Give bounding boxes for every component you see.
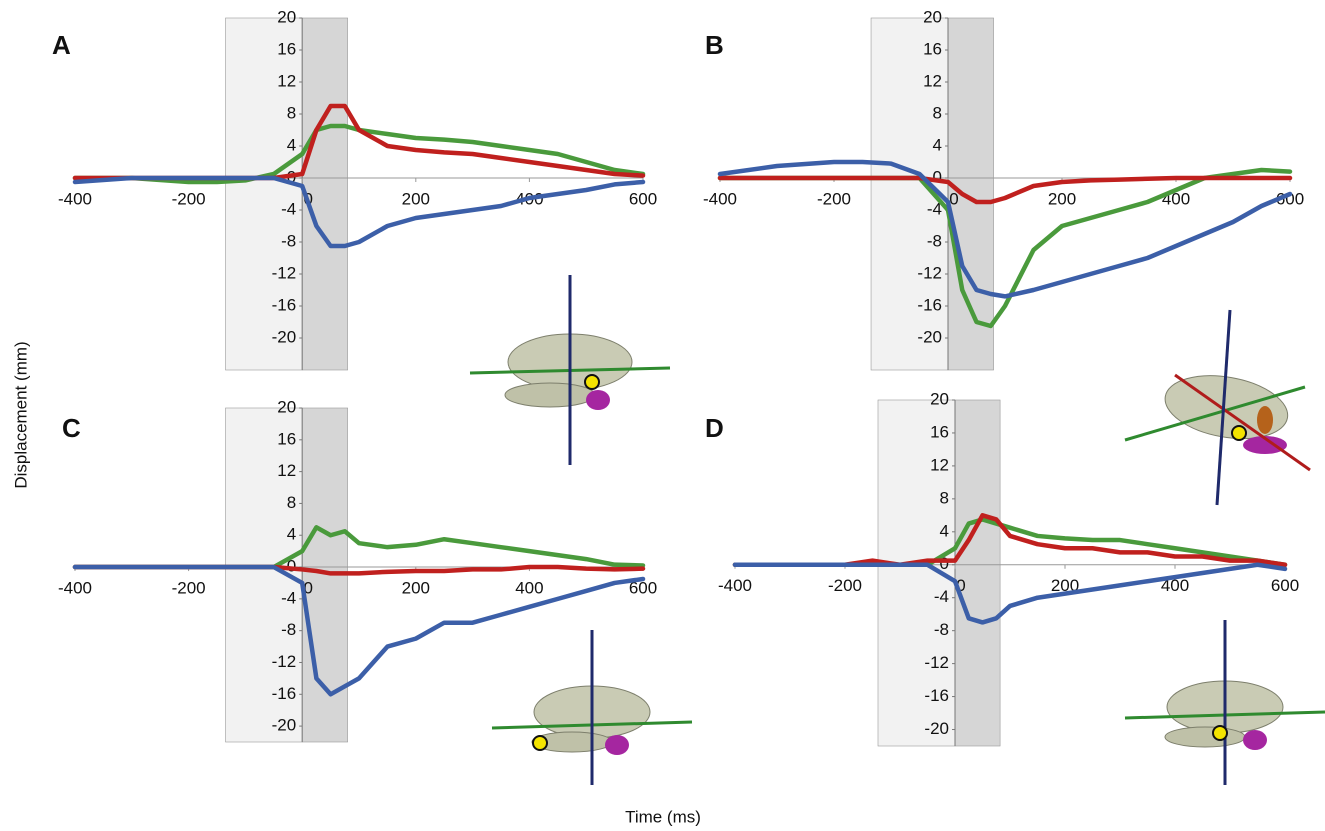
y-tick-label: 4 [933,135,942,154]
y-tick-label: 20 [277,397,296,416]
y-tick-label: 8 [940,488,949,507]
x-tick-label: -200 [817,189,851,208]
y-tick-label: -20 [917,327,942,346]
x-tick-label: -400 [718,576,752,595]
y-tick-label: 0 [933,167,942,186]
x-tick-label: -200 [172,579,206,598]
x-tick-label: 600 [629,189,657,208]
y-tick-label: -8 [927,231,942,250]
panel-letter: A [52,30,71,60]
y-tick-label: 16 [923,39,942,58]
y-tick-label: -16 [272,684,297,703]
y-tick-label: -8 [281,231,296,250]
y-tick-label: -20 [272,327,297,346]
y-tick-label: 4 [287,135,296,154]
panel-letter: C [62,413,81,443]
x-tick-label: 200 [402,579,430,598]
y-tick-label: -16 [924,686,949,705]
x-tick-label: 600 [1276,189,1304,208]
data-line [72,525,646,570]
y-tick-label: 8 [287,103,296,122]
data-line [717,167,1293,329]
y-tick-label: 4 [287,525,296,544]
data-line [717,159,1293,299]
y-tick-label: -16 [272,295,297,314]
data-line [732,562,1288,625]
y-tick-label: 8 [287,493,296,512]
y-tick-label: -12 [272,652,297,671]
y-tick-label: 20 [277,7,296,26]
x-tick-label: -200 [172,189,206,208]
y-tick-label: 12 [277,71,296,90]
y-tick-label: -4 [281,588,296,607]
x-tick-label: 400 [1161,576,1189,595]
shaded-region [301,17,348,371]
y-tick-label: -20 [272,716,297,735]
y-tick-label: -4 [281,199,296,218]
y-tick-label: 8 [933,103,942,122]
data-line [72,564,646,697]
x-tick-label: -400 [58,579,92,598]
x-tick-label: 200 [1048,189,1076,208]
y-tick-label: 12 [923,71,942,90]
data-line [717,175,1293,205]
y-tick-label: 16 [930,422,949,441]
skull-illustration [491,630,693,785]
x-tick-label: 0 [949,189,958,208]
panel-letter: B [705,30,724,60]
y-tick-label: 12 [277,461,296,480]
x-tick-label: 600 [1271,576,1299,595]
y-tick-label: -20 [924,719,949,738]
x-tick-label: 0 [303,579,312,598]
x-tick-label: 600 [629,579,657,598]
y-tick-label: 12 [930,455,949,474]
shaded-region [954,399,1001,747]
x-axis-label: Time (ms) [625,807,701,826]
x-tick-label: -200 [828,576,862,595]
x-tick-label: -400 [703,189,737,208]
y-tick-label: 4 [940,521,949,540]
skull-illustration [1124,620,1325,785]
x-tick-label: 200 [402,189,430,208]
x-tick-label: 400 [515,579,543,598]
y-tick-label: -12 [917,263,942,282]
y-tick-label: -12 [924,653,949,672]
y-tick-label: 0 [287,557,296,576]
data-line [72,103,646,181]
data-line [732,513,1288,568]
panel-letter: D [705,413,724,443]
data-line [72,175,646,249]
x-tick-label: 0 [956,576,965,595]
y-tick-label: -4 [934,587,949,606]
skull-illustrations [469,275,1325,785]
y-axis-label: Displacement (mm) [11,341,30,488]
data-line [72,123,646,185]
skull-illustration [469,275,671,465]
y-tick-label: -4 [927,199,942,218]
y-tick-label: 16 [277,429,296,448]
x-tick-label: -400 [58,189,92,208]
shaded-region [225,17,303,371]
y-tick-label: -16 [917,295,942,314]
y-tick-label: 20 [923,7,942,26]
y-tick-label: 0 [940,554,949,573]
y-tick-label: -8 [281,620,296,639]
y-tick-label: 16 [277,39,296,58]
y-tick-label: -12 [272,263,297,282]
y-tick-label: -8 [934,620,949,639]
y-tick-label: 20 [930,389,949,408]
skull-illustration [1124,309,1311,506]
